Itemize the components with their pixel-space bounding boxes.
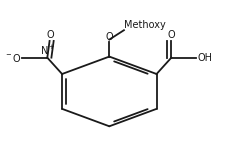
Text: OH: OH xyxy=(197,53,212,63)
Text: $^-$O: $^-$O xyxy=(4,52,22,64)
Text: O: O xyxy=(47,30,55,40)
Text: N$^+$: N$^+$ xyxy=(40,44,55,57)
Text: O: O xyxy=(105,32,113,42)
Text: Methoxy: Methoxy xyxy=(124,20,166,30)
Text: O: O xyxy=(168,30,175,40)
